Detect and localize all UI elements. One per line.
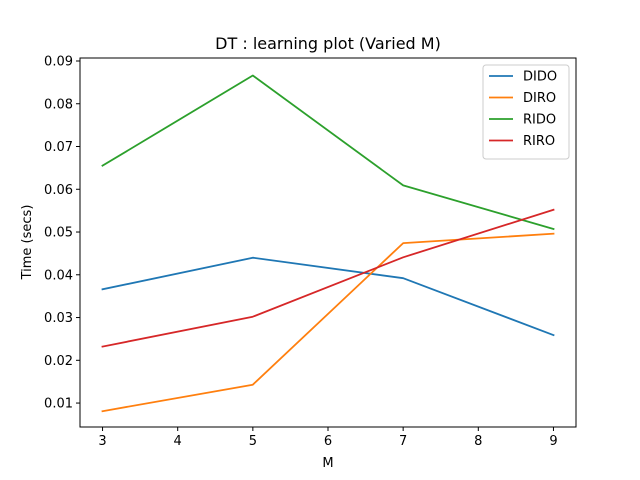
- series-line-dido: [101, 256, 555, 337]
- legend: DIDO DIRO RIDO RIRO: [482, 64, 570, 160]
- y-tick-label: 0.05: [44, 226, 73, 241]
- x-tick-label: 8: [474, 434, 482, 449]
- x-tick-label: 9: [549, 434, 557, 449]
- y-tick-label: 0.09: [44, 54, 73, 69]
- x-tick-label: 3: [98, 434, 106, 449]
- x-tick-label: 6: [324, 434, 332, 449]
- y-tick-label: 0.01: [44, 397, 73, 412]
- x-axis-label: M: [322, 456, 333, 471]
- legend-label: RIDO: [523, 113, 556, 128]
- y-tick-label: 0.08: [44, 97, 73, 112]
- y-axis-label: Time (secs): [20, 205, 35, 281]
- y-tick-label: 0.02: [44, 354, 73, 369]
- x-tick-label: 4: [174, 434, 182, 449]
- y-tick-label: 0.03: [44, 311, 73, 326]
- x-axis: 3 4 5 6 7 8 9: [98, 427, 558, 449]
- series-line-riro: [101, 208, 555, 348]
- y-tick-label: 0.07: [44, 140, 73, 155]
- legend-frame: [482, 64, 570, 160]
- chart-title: DT : learning plot (Varied M): [215, 34, 441, 53]
- legend-label: DIRO: [523, 91, 556, 106]
- y-axis: 0.01 0.02 0.03 0.04 0.05 0.06 0.07 0.08 0.09: [44, 54, 80, 412]
- legend-label: RIRO: [523, 134, 555, 149]
- legend-label: DIDO: [523, 70, 557, 85]
- plot-area: [101, 74, 555, 413]
- x-tick-label: 7: [399, 434, 407, 449]
- series-line-diro: [101, 232, 555, 413]
- y-tick-label: 0.04: [44, 268, 73, 283]
- y-tick-label: 0.06: [44, 183, 73, 198]
- x-tick-label: 5: [249, 434, 257, 449]
- series-line-rido: [101, 74, 555, 231]
